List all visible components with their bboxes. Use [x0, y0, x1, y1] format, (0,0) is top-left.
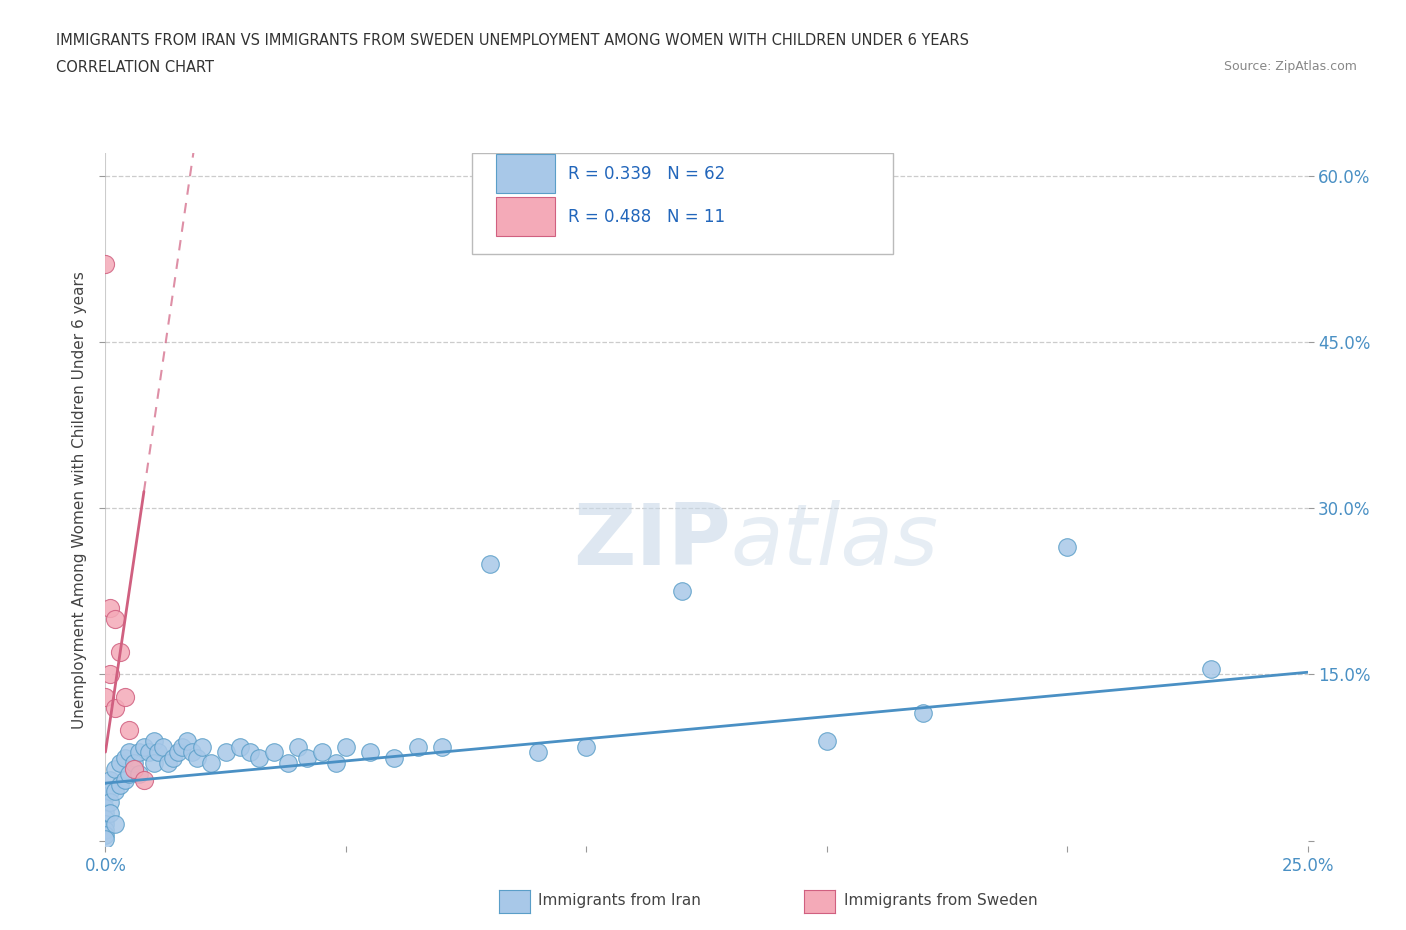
Text: Immigrants from Sweden: Immigrants from Sweden — [844, 893, 1038, 908]
Point — [104, 817, 127, 831]
Text: ZIP: ZIP — [572, 500, 731, 583]
Point — [142, 756, 165, 771]
Point — [138, 745, 160, 760]
Point — [297, 751, 319, 765]
Point — [124, 756, 146, 771]
Point — [162, 751, 184, 765]
FancyBboxPatch shape — [472, 153, 893, 254]
Point — [190, 739, 212, 754]
Point — [1056, 539, 1078, 554]
Point — [128, 767, 150, 782]
Point — [152, 739, 174, 754]
Point — [325, 756, 347, 771]
Point — [94, 828, 117, 843]
Point — [94, 805, 117, 820]
Point — [94, 689, 117, 704]
Point — [277, 756, 299, 771]
Point — [1201, 661, 1223, 676]
Text: atlas: atlas — [731, 500, 939, 583]
Point — [108, 644, 131, 659]
Point — [94, 257, 117, 272]
Text: Immigrants from Iran: Immigrants from Iran — [538, 893, 702, 908]
Point — [98, 772, 121, 787]
Point — [229, 739, 252, 754]
Point — [527, 745, 550, 760]
Point — [575, 739, 598, 754]
Point — [108, 777, 131, 792]
Point — [98, 601, 121, 616]
Point — [114, 689, 136, 704]
Point — [104, 783, 127, 798]
Point — [214, 745, 236, 760]
Point — [311, 745, 333, 760]
Point — [94, 817, 117, 831]
Point — [263, 745, 285, 760]
Point — [132, 739, 155, 754]
Point — [156, 756, 179, 771]
Point — [239, 745, 262, 760]
Text: Source: ZipAtlas.com: Source: ZipAtlas.com — [1223, 60, 1357, 73]
Point — [94, 789, 117, 804]
Point — [132, 772, 155, 787]
Point — [94, 831, 117, 846]
Point — [335, 739, 357, 754]
Y-axis label: Unemployment Among Women with Children Under 6 years: Unemployment Among Women with Children U… — [72, 271, 87, 729]
Point — [287, 739, 309, 754]
Point — [118, 767, 141, 782]
Point — [247, 751, 270, 765]
Point — [142, 734, 165, 749]
Text: CORRELATION CHART: CORRELATION CHART — [56, 60, 214, 75]
Point — [94, 800, 117, 815]
Point — [128, 745, 150, 760]
Point — [479, 556, 502, 571]
Point — [104, 700, 127, 715]
Text: R = 0.339   N = 62: R = 0.339 N = 62 — [568, 165, 725, 182]
Point — [124, 762, 146, 777]
Point — [118, 723, 141, 737]
Point — [186, 751, 208, 765]
Point — [148, 745, 170, 760]
Point — [98, 805, 121, 820]
Point — [166, 745, 188, 760]
Point — [181, 745, 204, 760]
Point — [114, 751, 136, 765]
FancyBboxPatch shape — [496, 197, 555, 236]
Point — [382, 751, 405, 765]
Point — [104, 762, 127, 777]
Text: R = 0.488   N = 11: R = 0.488 N = 11 — [568, 208, 725, 226]
Point — [118, 745, 141, 760]
Point — [911, 706, 934, 721]
Point — [359, 745, 381, 760]
Point — [172, 739, 194, 754]
Text: IMMIGRANTS FROM IRAN VS IMMIGRANTS FROM SWEDEN UNEMPLOYMENT AMONG WOMEN WITH CHI: IMMIGRANTS FROM IRAN VS IMMIGRANTS FROM … — [56, 33, 969, 47]
Point — [94, 811, 117, 826]
Point — [98, 783, 121, 798]
Point — [108, 756, 131, 771]
Point — [671, 584, 693, 599]
Point — [200, 756, 222, 771]
Point — [98, 794, 121, 809]
Point — [98, 667, 121, 682]
FancyBboxPatch shape — [496, 154, 555, 193]
Point — [430, 739, 453, 754]
Point — [114, 772, 136, 787]
Point — [815, 734, 838, 749]
Point — [94, 822, 117, 837]
Point — [104, 612, 127, 627]
Point — [176, 734, 198, 749]
Point — [406, 739, 429, 754]
